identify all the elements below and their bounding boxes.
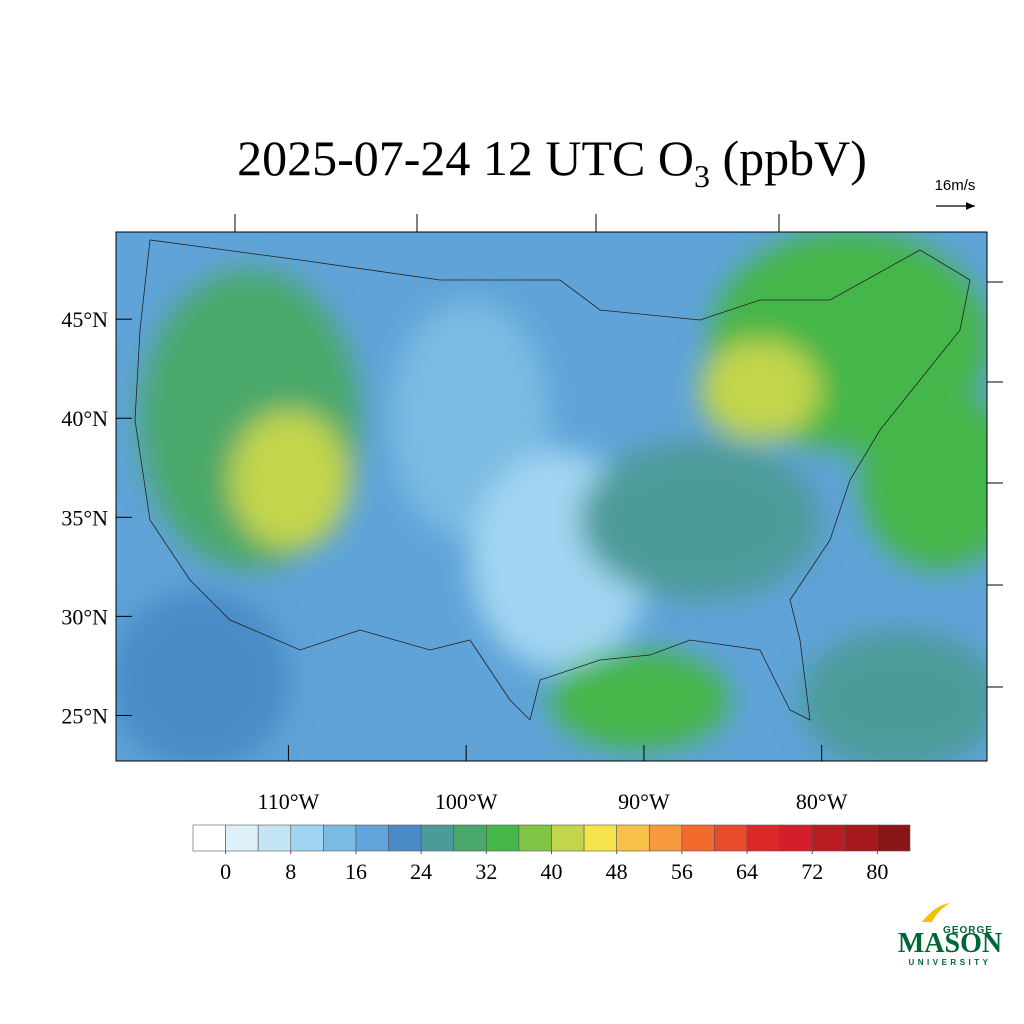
vector-legend-label: 16m/s [935,177,976,194]
logo-flame [922,903,950,922]
logo-bottom: UNIVERSITY [908,958,991,967]
colorbar-label: 16 [345,859,367,884]
title-tail: (ppbV) [710,130,867,186]
logo: GEORGE MASON UNIVERSITY [898,903,1002,967]
colorbar-label: 56 [671,859,693,884]
colorbar-box [192,824,226,852]
title-text: 2025-07-24 12 UTC O [237,130,694,186]
colorbar-box [746,824,780,852]
colorbar-box [420,824,455,852]
colorbar-label: 32 [475,859,497,884]
colorbar-box [290,824,324,852]
frame-ticks [234,214,1003,688]
colorbar-box [355,824,389,852]
lat-tick-label: 35°N [61,505,108,530]
colorbar-box [648,824,683,852]
title: 2025-07-24 12 UTC O3 (ppbV) [237,130,867,194]
colorbar-box [779,824,813,852]
colorbar-label: 40 [541,859,563,884]
colorbar-box [323,824,357,852]
lon-tick-label: 100°W [435,789,498,814]
map-field [116,232,987,761]
colorbar-box [714,824,748,852]
colorbar-box [681,824,715,852]
colorbar-label: 8 [285,859,296,884]
colorbar-box [453,824,487,852]
colorbar-box [257,824,292,852]
colorbar-box [388,824,422,852]
lat-tick-label: 45°N [61,307,108,332]
colorbar-box [811,824,846,852]
map-frame [115,231,988,762]
colorbar-box [616,824,650,852]
country-outline [134,239,971,721]
colorbar-label: 0 [220,859,231,884]
lat-tick-label: 30°N [61,604,108,629]
colorbar-box [486,824,520,852]
colorbar-box [583,824,617,852]
colorbar-label: 64 [736,859,758,884]
colorbar-box [551,824,585,852]
colorbar-label: 72 [801,859,823,884]
logo-top: GEORGE [943,925,993,936]
colorbar-box [877,824,911,852]
colorbar-box [844,824,878,852]
ozone-field [116,232,987,761]
lon-tick-label: 90°W [618,789,670,814]
colorbar-label: 48 [606,859,628,884]
lon-tick-label: 80°W [796,789,848,814]
title-subscript: 3 [694,158,710,194]
logo-name: MASON [898,928,1002,959]
lat-tick-label: 40°N [61,406,108,431]
colorbar-box [225,824,259,852]
colorbar-label: 24 [410,859,432,884]
colorbar-box [518,824,552,852]
lon-tick-label: 110°W [258,789,320,814]
lat-tick-label: 25°N [61,703,108,728]
colorbar-label: 80 [866,859,888,884]
